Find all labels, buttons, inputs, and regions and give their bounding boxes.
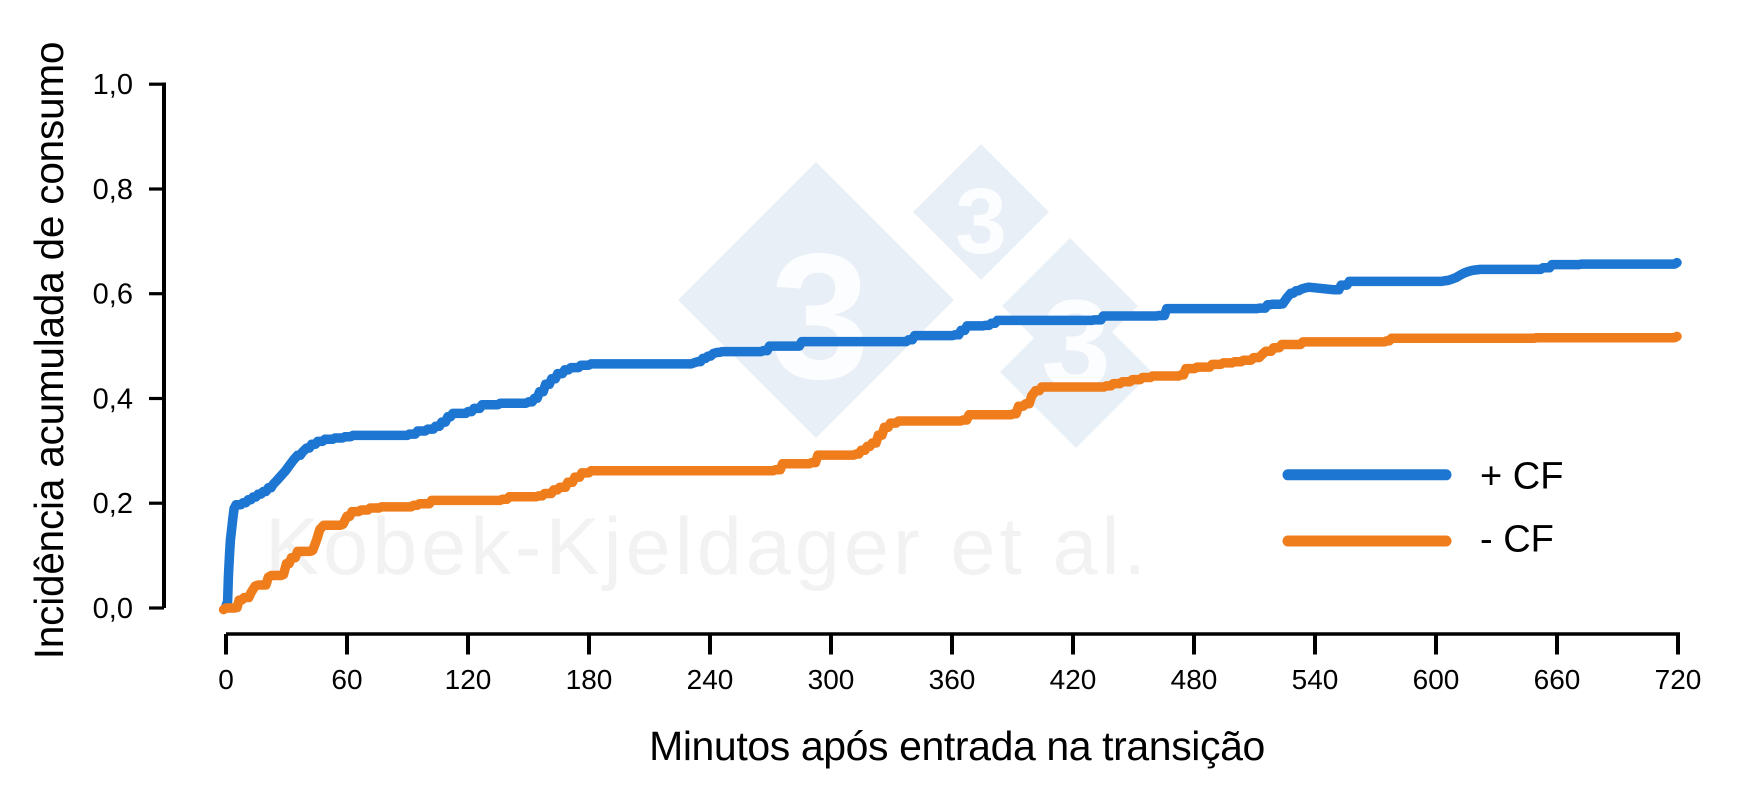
svg-text:0,4: 0,4 — [93, 384, 133, 416]
svg-text:0: 0 — [218, 664, 234, 695]
svg-text:Minutos após entrada na transi: Minutos após entrada na transição — [649, 723, 1265, 769]
svg-text:- CF: - CF — [1480, 519, 1554, 561]
svg-text:0,6: 0,6 — [93, 279, 133, 311]
svg-text:300: 300 — [808, 664, 855, 695]
svg-text:660: 660 — [1534, 664, 1581, 695]
svg-text:0,2: 0,2 — [93, 488, 133, 520]
svg-text:1,0: 1,0 — [93, 69, 133, 101]
svg-text:240: 240 — [687, 664, 734, 695]
svg-text:3: 3 — [770, 216, 870, 416]
svg-text:0,8: 0,8 — [93, 174, 133, 206]
svg-text:0,0: 0,0 — [93, 593, 133, 625]
svg-text:Kobek-Kjeldager et al.: Kobek-Kjeldager et al. — [265, 502, 1150, 592]
svg-text:120: 120 — [445, 664, 492, 695]
svg-text:420: 420 — [1050, 664, 1097, 695]
svg-text:Incidência acumulada de consum: Incidência acumulada de consumo — [26, 42, 72, 659]
svg-text:480: 480 — [1171, 664, 1218, 695]
svg-text:3: 3 — [955, 169, 1007, 273]
svg-text:540: 540 — [1292, 664, 1339, 695]
svg-text:360: 360 — [929, 664, 976, 695]
svg-text:600: 600 — [1413, 664, 1460, 695]
svg-text:+ CF: + CF — [1480, 456, 1563, 498]
svg-text:720: 720 — [1655, 664, 1702, 695]
svg-text:180: 180 — [566, 664, 613, 695]
svg-text:3: 3 — [1041, 275, 1111, 414]
svg-text:60: 60 — [331, 664, 362, 695]
